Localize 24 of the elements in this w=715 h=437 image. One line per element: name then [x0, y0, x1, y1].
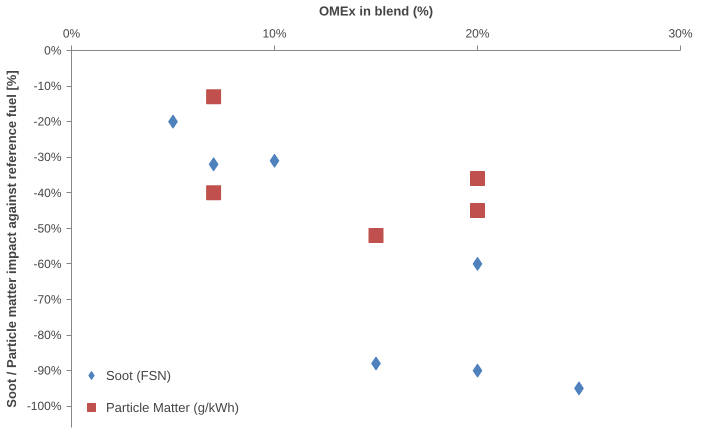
x-axis-title: OMEx in blend (%) [318, 4, 434, 18]
y-tick-label: -10% [33, 79, 62, 94]
y-tick-label: -50% [33, 221, 62, 236]
legend-label: Soot (FSN) [106, 368, 172, 382]
point [206, 185, 222, 200]
y-axis-title: Soot / Particle matter impact against reference fuel [%] [4, 70, 19, 408]
y-tick-label: -100% [26, 399, 62, 414]
x-tick-label: 20% [465, 26, 490, 40]
y-tick-label: -70% [33, 292, 62, 306]
y-tick-label: -60% [33, 256, 62, 271]
legend-label: Particle Matter (g/kWh) [106, 400, 239, 414]
point [470, 203, 485, 218]
point [368, 228, 384, 243]
y-tick-label: -30% [33, 150, 62, 164]
x-tick-label: 0% [62, 26, 80, 40]
x-tick-label: 10% [262, 26, 287, 40]
x-tick-label: 30% [668, 26, 693, 40]
y-tick-label: -90% [33, 364, 62, 378]
point [470, 171, 485, 186]
y-tick-label: -20% [33, 114, 62, 129]
point [206, 89, 222, 104]
y-tick-label: -80% [33, 328, 62, 342]
y-tick-label: -40% [33, 186, 62, 200]
y-tick-label: 0% [44, 44, 62, 58]
